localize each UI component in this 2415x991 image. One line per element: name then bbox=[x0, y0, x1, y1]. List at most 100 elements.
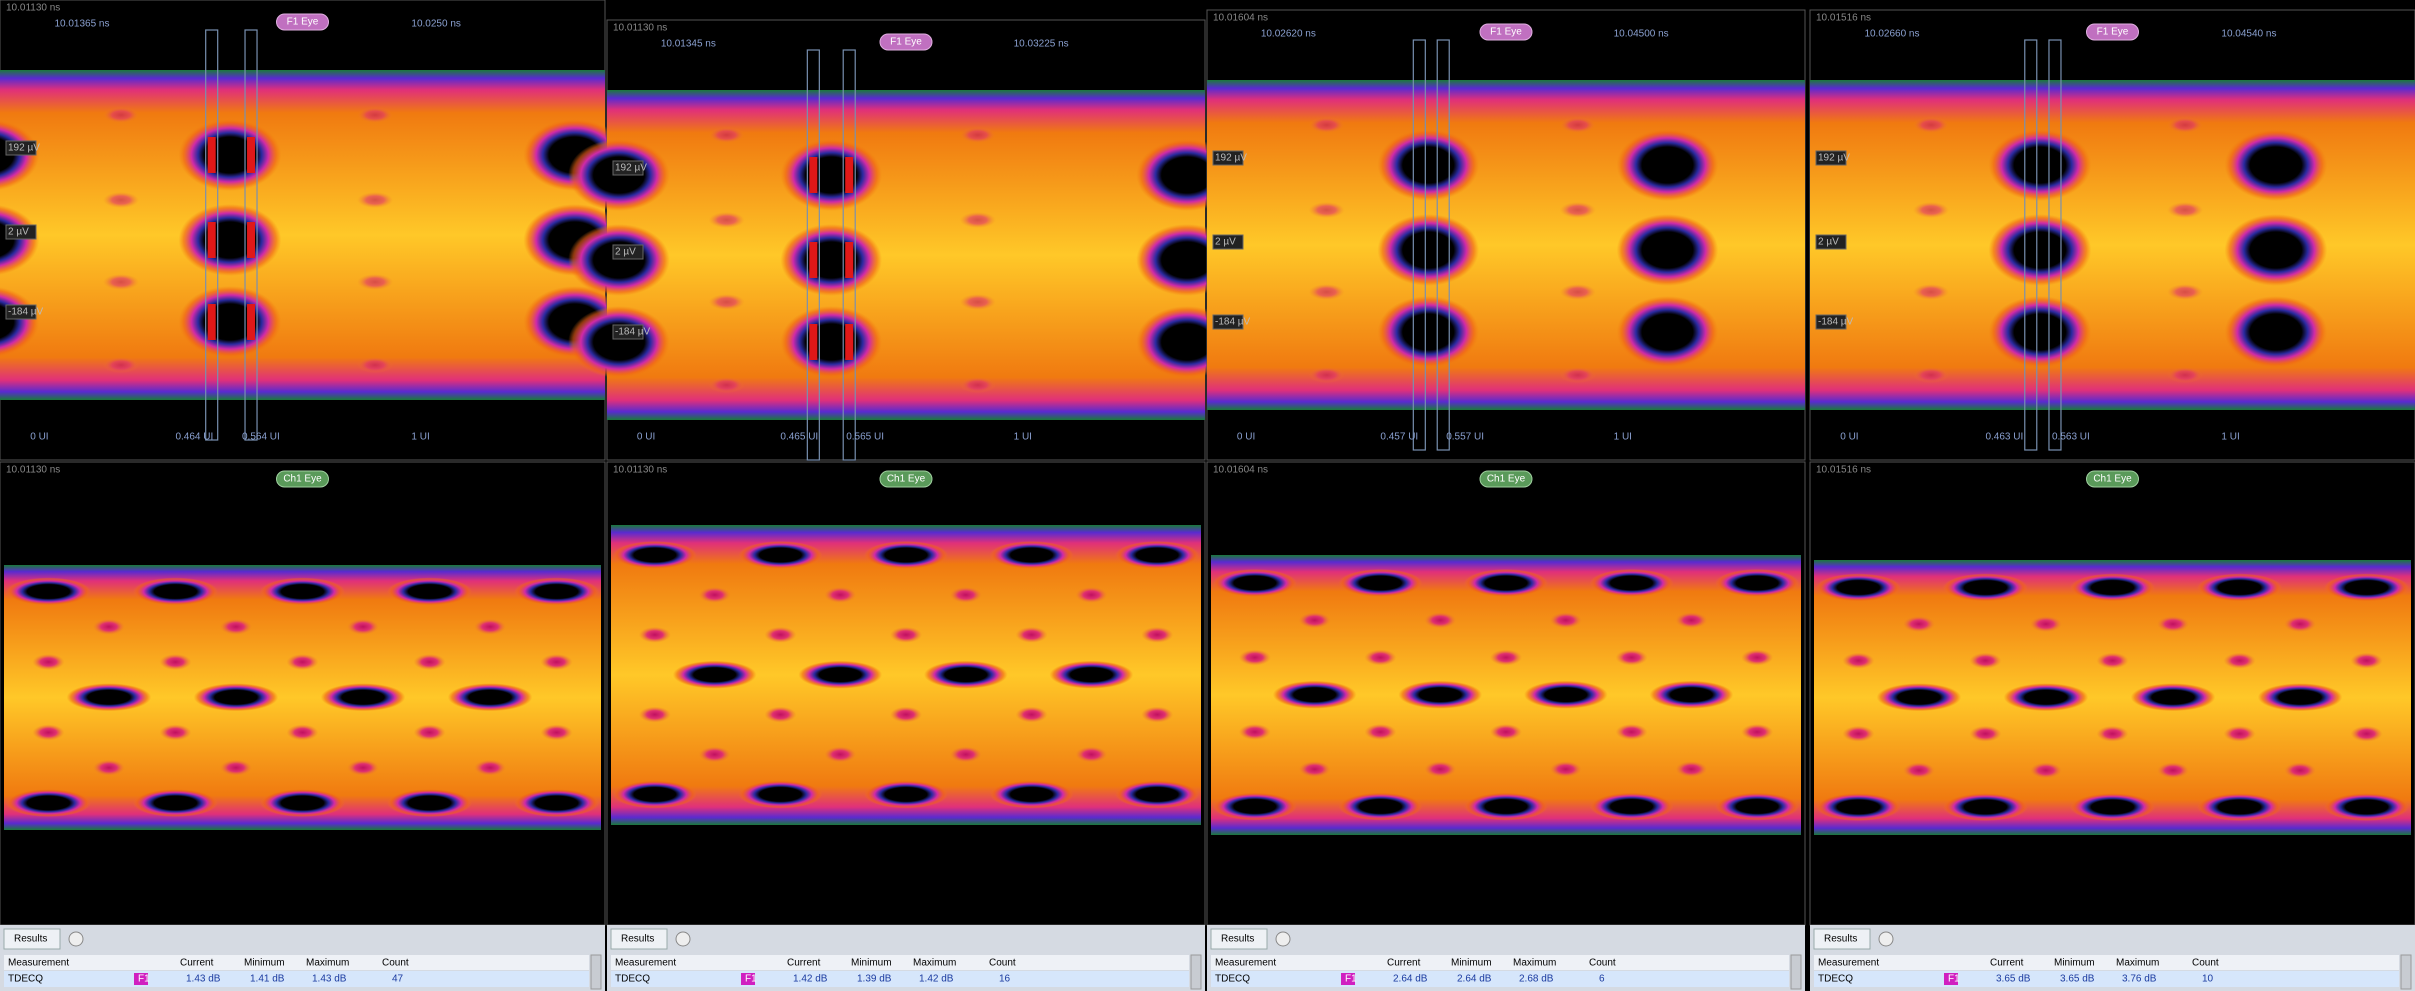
density-spot bbox=[2030, 762, 2062, 778]
density-spot bbox=[1299, 761, 1331, 777]
left-time: 10.02620 ns bbox=[1261, 29, 1316, 40]
eye-opening bbox=[1617, 214, 1719, 286]
cursor-marker bbox=[809, 324, 817, 360]
eye-opening bbox=[739, 780, 823, 808]
play-button[interactable] bbox=[69, 932, 83, 946]
eye-opening bbox=[2070, 574, 2155, 602]
column-header: Minimum bbox=[1451, 958, 1492, 969]
scrollbar bbox=[591, 955, 601, 989]
eye-opening bbox=[1988, 296, 2091, 368]
density-spot bbox=[1560, 202, 1596, 218]
eye-opening bbox=[798, 661, 882, 689]
eye-opening bbox=[448, 683, 533, 711]
eye-opening bbox=[613, 541, 697, 569]
cursor-marker bbox=[208, 304, 216, 340]
ui-label: 0.564 UI bbox=[242, 432, 280, 443]
density-spot bbox=[1560, 117, 1596, 133]
eye-opening bbox=[924, 661, 1008, 689]
play-button[interactable] bbox=[676, 932, 690, 946]
header-row bbox=[1211, 955, 1789, 970]
cursor-marker bbox=[845, 242, 853, 278]
result-value: 6 bbox=[1599, 974, 1605, 985]
density-spot bbox=[639, 707, 671, 723]
density-spot bbox=[2167, 202, 2203, 218]
cursor-marker bbox=[845, 157, 853, 193]
density-spot bbox=[93, 760, 125, 776]
density-spot bbox=[2351, 653, 2383, 669]
result-value: 3.76 dB bbox=[2122, 974, 2157, 985]
play-button[interactable] bbox=[1879, 932, 1893, 946]
play-button[interactable] bbox=[1276, 932, 1290, 946]
density-spot bbox=[2097, 653, 2129, 669]
eye-opening bbox=[1715, 569, 1799, 597]
data-row bbox=[1211, 971, 1789, 987]
column-header: Measurement bbox=[1818, 958, 1879, 969]
column-header: Measurement bbox=[8, 958, 69, 969]
result-value: 47 bbox=[392, 974, 404, 985]
ui-label: 1 UI bbox=[1614, 432, 1632, 443]
data-row bbox=[4, 971, 589, 987]
data-row bbox=[1814, 971, 2399, 987]
column-header: Current bbox=[180, 958, 214, 969]
density-spot bbox=[960, 377, 996, 393]
density-spot bbox=[357, 274, 393, 290]
density-spot bbox=[1913, 202, 1949, 218]
ui-label: 0 UI bbox=[1237, 432, 1255, 443]
density-spot bbox=[2284, 616, 2316, 632]
density-spot bbox=[1550, 612, 1582, 628]
cursor-marker bbox=[809, 157, 817, 193]
density-spot bbox=[1424, 761, 1456, 777]
eye-opening bbox=[1398, 681, 1482, 709]
badge-label: F1 Eye bbox=[2097, 27, 2129, 38]
density-spot bbox=[1490, 724, 1522, 740]
density-spot bbox=[414, 724, 446, 740]
eye-opening bbox=[1988, 214, 2091, 286]
density-spot bbox=[1309, 284, 1345, 300]
scope-column: 10.01516 ns10.02660 ns10.04540 nsF1 Eye1… bbox=[1810, 10, 2415, 991]
result-value: 1.42 dB bbox=[793, 974, 828, 985]
density-spot bbox=[1842, 653, 1874, 669]
column-header: Measurement bbox=[1215, 958, 1276, 969]
density-spot bbox=[1299, 612, 1331, 628]
level-label: -184 µV bbox=[8, 307, 44, 318]
density-spot bbox=[541, 654, 573, 670]
eye-opening bbox=[178, 204, 281, 276]
left-time: 10.01365 ns bbox=[54, 19, 109, 30]
density-spot bbox=[950, 587, 982, 603]
density-spot bbox=[414, 654, 446, 670]
badge-label: F1 Eye bbox=[1490, 27, 1522, 38]
header-row bbox=[4, 955, 589, 970]
eye-opening bbox=[2224, 214, 2327, 286]
density-spot bbox=[824, 747, 856, 763]
density-spot bbox=[1969, 726, 2001, 742]
column-header: Maximum bbox=[2116, 958, 2159, 969]
eye-opening bbox=[864, 541, 948, 569]
eye-opening bbox=[1617, 129, 1719, 201]
eye-opening bbox=[2324, 793, 2409, 821]
header-row bbox=[1814, 955, 2399, 970]
right-time: 10.04500 ns bbox=[1614, 29, 1669, 40]
density-spot bbox=[1913, 117, 1949, 133]
density-spot bbox=[103, 107, 139, 123]
eye-opening bbox=[1877, 683, 1962, 711]
eye-opening bbox=[321, 683, 406, 711]
eye-opening bbox=[387, 578, 472, 606]
eye-opening bbox=[1464, 569, 1548, 597]
density-spot bbox=[93, 619, 125, 635]
eye-opening bbox=[387, 789, 472, 817]
density-spot bbox=[709, 294, 745, 310]
density-spot bbox=[1239, 724, 1271, 740]
eye-opening bbox=[1816, 574, 1901, 602]
density-spot bbox=[1550, 761, 1582, 777]
density-spot bbox=[950, 747, 982, 763]
density-spot bbox=[1424, 612, 1456, 628]
eye-band bbox=[607, 90, 1205, 420]
corner-time: 10.01516 ns bbox=[1816, 13, 1871, 24]
density-spot bbox=[357, 357, 393, 373]
density-spot bbox=[2351, 726, 2383, 742]
eye-opening bbox=[194, 683, 279, 711]
eye-opening bbox=[178, 286, 281, 358]
right-time: 10.04540 ns bbox=[2221, 29, 2276, 40]
column-header: Count bbox=[989, 958, 1016, 969]
